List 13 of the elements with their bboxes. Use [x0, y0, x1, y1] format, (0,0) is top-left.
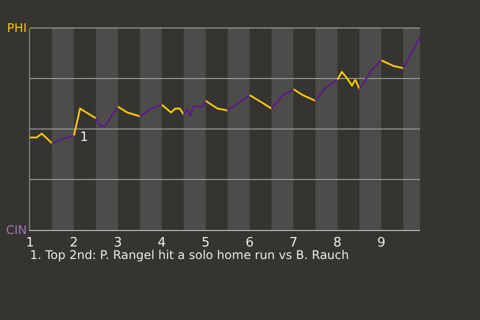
- x-tick-label: 8: [333, 236, 342, 251]
- x-tick-label: 2: [70, 236, 78, 251]
- text: CIN: [6, 223, 27, 237]
- x-tick-label: 6: [245, 236, 254, 251]
- text: 1. Top 2nd: P. Rangel hit a solo home run vs B. Rauch: [30, 248, 349, 262]
- x-tick-label: 4: [158, 236, 166, 251]
- annotation: 1: [80, 130, 88, 145]
- x-tick-label: 3: [114, 236, 122, 251]
- x-tick-label: 1: [26, 236, 34, 251]
- x-tick-label: 7: [289, 236, 298, 251]
- text: PHI: [7, 21, 27, 35]
- x-tick-label: 9: [377, 236, 386, 251]
- x-tick-label: 5: [202, 236, 210, 251]
